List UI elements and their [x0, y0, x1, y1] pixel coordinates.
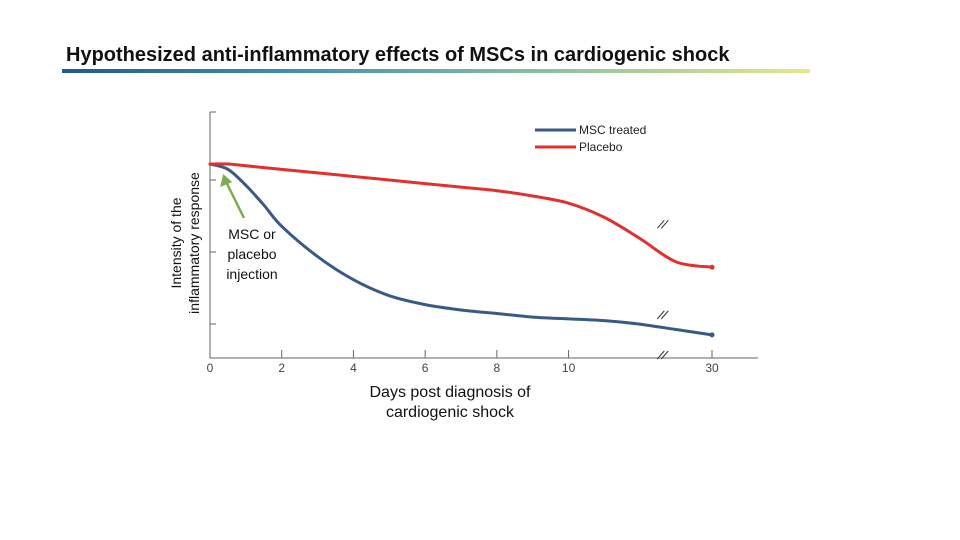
slide-title: Hypothesized anti-inflammatory effects o…: [66, 44, 730, 66]
chart-axes: [209, 112, 758, 359]
break-mark: [660, 350, 669, 360]
chart-annotations: MSC or placebo injection: [220, 174, 278, 282]
annotation-arrow-shaft: [225, 181, 246, 219]
chart-legend: MSC treated Placebo: [535, 123, 646, 154]
series-line-placebo: [208, 162, 714, 269]
x-tick-label: 4: [350, 361, 357, 375]
x-tick-label: 0: [207, 361, 214, 375]
break-mark: [660, 219, 669, 229]
x-axis-label: cardiogenic shock: [386, 404, 515, 421]
axis-break-marks: [656, 219, 669, 360]
chart-series: [208, 162, 715, 338]
title-underline: [62, 69, 810, 73]
series-end-point: [709, 332, 715, 338]
x-tick-label: 8: [494, 361, 501, 375]
series-end-point: [709, 264, 715, 270]
break-mark: [660, 310, 669, 320]
x-axis-label: Days post diagnosis of: [370, 384, 532, 401]
x-tick-label: 10: [562, 361, 576, 375]
break-mark: [656, 310, 665, 320]
annotation-text-line: placebo: [227, 246, 276, 262]
y-axis-label: Intensity of the inflammatory response: [168, 172, 202, 314]
y-axis-label-line: inflammatory response: [186, 172, 202, 314]
y-axis-label-line: Intensity of the: [168, 197, 184, 288]
break-mark: [656, 219, 665, 229]
chart-ticks: 0 2 4 6 8 10 30: [207, 111, 719, 375]
x-tick-label: 30: [705, 361, 719, 375]
x-tick-label: 2: [278, 361, 285, 375]
annotation-text-line: injection: [226, 266, 277, 282]
annotation-arrow-head: [220, 174, 233, 187]
x-tick-label: 6: [422, 361, 429, 375]
legend-label: MSC treated: [579, 123, 646, 137]
annotation-text-line: MSC or: [228, 226, 276, 242]
legend-label: Placebo: [579, 140, 623, 154]
break-mark: [656, 350, 665, 360]
chart-labels: Days post diagnosis of cardiogenic shock I…: [168, 172, 531, 421]
series-line-msc-treated: [208, 162, 714, 337]
